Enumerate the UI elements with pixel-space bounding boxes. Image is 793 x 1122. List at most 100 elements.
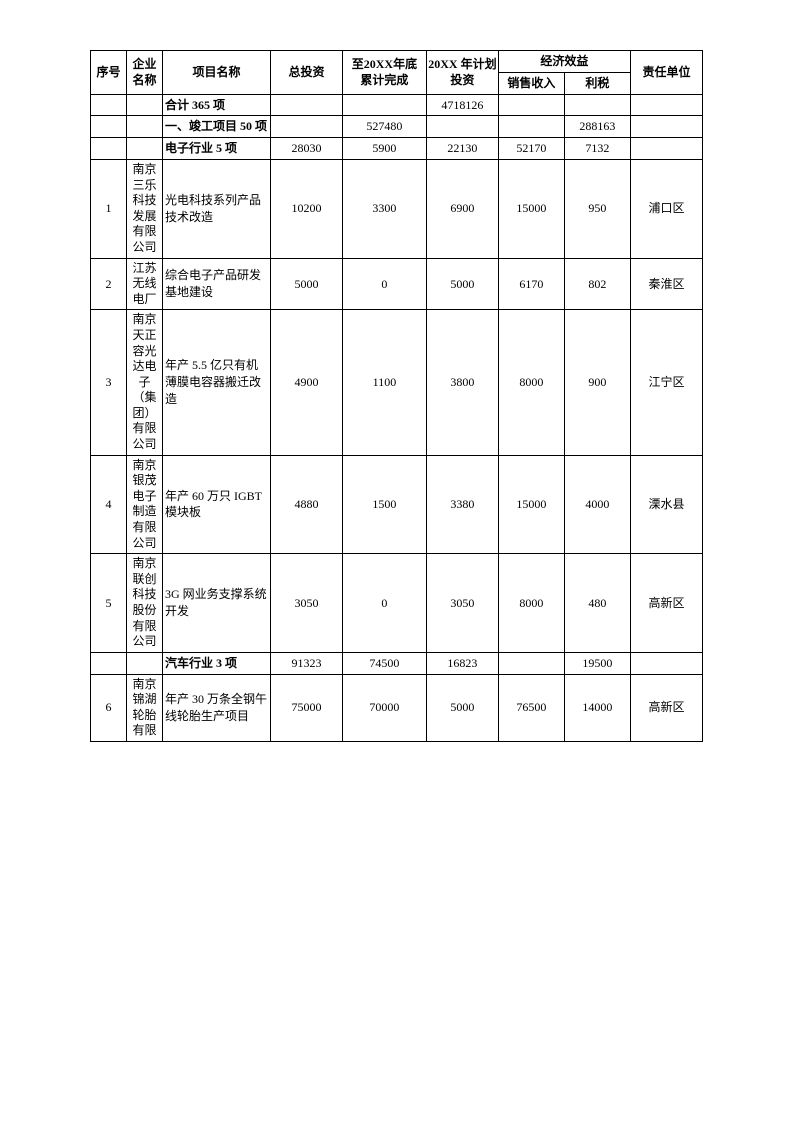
cell-tax: 950 xyxy=(564,159,630,258)
cell-sales: 8000 xyxy=(498,554,564,653)
cell-sales: 8000 xyxy=(498,310,564,455)
header-benefit: 经济效益 xyxy=(498,51,630,73)
section-auto: 汽车行业 3 项 91323 74500 16823 19500 xyxy=(91,652,703,674)
cell-project: 年产 5.5 亿只有机薄膜电容器搬迁改造 xyxy=(162,310,270,455)
cell-plan-invest: 3800 xyxy=(426,310,498,455)
cell: 527480 xyxy=(342,116,426,138)
header-company: 企业名称 xyxy=(126,51,162,95)
cell-tax: 802 xyxy=(564,258,630,310)
section-total: 合计 365 项 4718126 xyxy=(91,94,703,116)
cell xyxy=(630,116,702,138)
cell-company: 江苏无线电厂 xyxy=(126,258,162,310)
cell-company: 南京联创科技股份有限公司 xyxy=(126,554,162,653)
cell: 16823 xyxy=(426,652,498,674)
cell-total-invest: 10200 xyxy=(270,159,342,258)
cell-seq: 3 xyxy=(91,310,127,455)
cell-sales: 15000 xyxy=(498,455,564,554)
cell-responsible: 浦口区 xyxy=(630,159,702,258)
cell-sales: 15000 xyxy=(498,159,564,258)
cell-company: 南京三乐科技发展有限公司 xyxy=(126,159,162,258)
cell-project: 3G 网业务支撑系统开发 xyxy=(162,554,270,653)
section-label: 汽车行业 3 项 xyxy=(162,652,270,674)
header-sales: 销售收入 xyxy=(498,72,564,94)
cell-responsible: 秦淮区 xyxy=(630,258,702,310)
cell-plan-invest: 5000 xyxy=(426,674,498,741)
cell-tax: 4000 xyxy=(564,455,630,554)
header-seq: 序号 xyxy=(91,51,127,95)
cell-total-invest: 75000 xyxy=(270,674,342,741)
table-row: 2 江苏无线电厂 综合电子产品研发基地建设 5000 0 5000 6170 8… xyxy=(91,258,703,310)
cell xyxy=(630,652,702,674)
cell-company: 南京天正容光达电子（集团）有限公司 xyxy=(126,310,162,455)
header-project: 项目名称 xyxy=(162,51,270,95)
cell-total-invest: 4880 xyxy=(270,455,342,554)
cell: 5900 xyxy=(342,138,426,160)
cell-project: 综合电子产品研发基地建设 xyxy=(162,258,270,310)
table-row: 4 南京银茂电子制造有限公司 年产 60 万只 IGBT 模块板 4880 15… xyxy=(91,455,703,554)
cell: 91323 xyxy=(270,652,342,674)
cell-complete: 0 xyxy=(342,554,426,653)
cell-seq: 6 xyxy=(91,674,127,741)
cell xyxy=(564,94,630,116)
cell: 288163 xyxy=(564,116,630,138)
section-electronic: 电子行业 5 项 28030 5900 22130 52170 7132 xyxy=(91,138,703,160)
cell xyxy=(426,116,498,138)
cell xyxy=(91,138,127,160)
cell xyxy=(270,116,342,138)
header-plan-invest: 20XX 年计划投资 xyxy=(426,51,498,95)
cell-complete: 3300 xyxy=(342,159,426,258)
cell xyxy=(91,116,127,138)
cell xyxy=(91,94,127,116)
cell-total-invest: 3050 xyxy=(270,554,342,653)
cell-seq: 1 xyxy=(91,159,127,258)
cell-plan-invest: 3380 xyxy=(426,455,498,554)
cell-complete: 70000 xyxy=(342,674,426,741)
cell: 19500 xyxy=(564,652,630,674)
cell xyxy=(91,652,127,674)
cell-responsible: 江宁区 xyxy=(630,310,702,455)
section-label: 一、竣工项目 50 项 xyxy=(162,116,270,138)
cell xyxy=(126,138,162,160)
section-label: 电子行业 5 项 xyxy=(162,138,270,160)
cell-responsible: 高新区 xyxy=(630,554,702,653)
cell-total-invest: 4900 xyxy=(270,310,342,455)
cell-sales: 6170 xyxy=(498,258,564,310)
table-row: 3 南京天正容光达电子（集团）有限公司 年产 5.5 亿只有机薄膜电容器搬迁改造… xyxy=(91,310,703,455)
cell-seq: 5 xyxy=(91,554,127,653)
cell: 52170 xyxy=(498,138,564,160)
cell xyxy=(342,94,426,116)
cell-project: 光电科技系列产品技术改造 xyxy=(162,159,270,258)
cell xyxy=(270,94,342,116)
header-complete: 至20XX年底累计完成 xyxy=(342,51,426,95)
table-row: 5 南京联创科技股份有限公司 3G 网业务支撑系统开发 3050 0 3050 … xyxy=(91,554,703,653)
section-complete50: 一、竣工项目 50 项 527480 288163 xyxy=(91,116,703,138)
investment-table: 序号 企业名称 项目名称 总投资 至20XX年底累计完成 20XX 年计划投资 … xyxy=(90,50,703,742)
cell-project: 年产 60 万只 IGBT 模块板 xyxy=(162,455,270,554)
cell xyxy=(498,94,564,116)
cell: 4718126 xyxy=(426,94,498,116)
cell-company: 南京锦湖轮胎有限 xyxy=(126,674,162,741)
cell xyxy=(126,94,162,116)
cell: 22130 xyxy=(426,138,498,160)
cell-seq: 4 xyxy=(91,455,127,554)
cell: 74500 xyxy=(342,652,426,674)
cell-tax: 14000 xyxy=(564,674,630,741)
cell xyxy=(498,116,564,138)
header-total-invest: 总投资 xyxy=(270,51,342,95)
table-row: 6 南京锦湖轮胎有限 年产 30 万条全钢午线轮胎生产项目 75000 7000… xyxy=(91,674,703,741)
cell-total-invest: 5000 xyxy=(270,258,342,310)
cell: 28030 xyxy=(270,138,342,160)
cell-complete: 1100 xyxy=(342,310,426,455)
cell xyxy=(630,94,702,116)
header-responsible: 责任单位 xyxy=(630,51,702,95)
cell-responsible: 溧水县 xyxy=(630,455,702,554)
cell-complete: 0 xyxy=(342,258,426,310)
cell xyxy=(498,652,564,674)
cell-tax: 480 xyxy=(564,554,630,653)
cell-company: 南京银茂电子制造有限公司 xyxy=(126,455,162,554)
cell-plan-invest: 5000 xyxy=(426,258,498,310)
cell-tax: 900 xyxy=(564,310,630,455)
cell: 7132 xyxy=(564,138,630,160)
header-row-1: 序号 企业名称 项目名称 总投资 至20XX年底累计完成 20XX 年计划投资 … xyxy=(91,51,703,73)
cell-sales: 76500 xyxy=(498,674,564,741)
